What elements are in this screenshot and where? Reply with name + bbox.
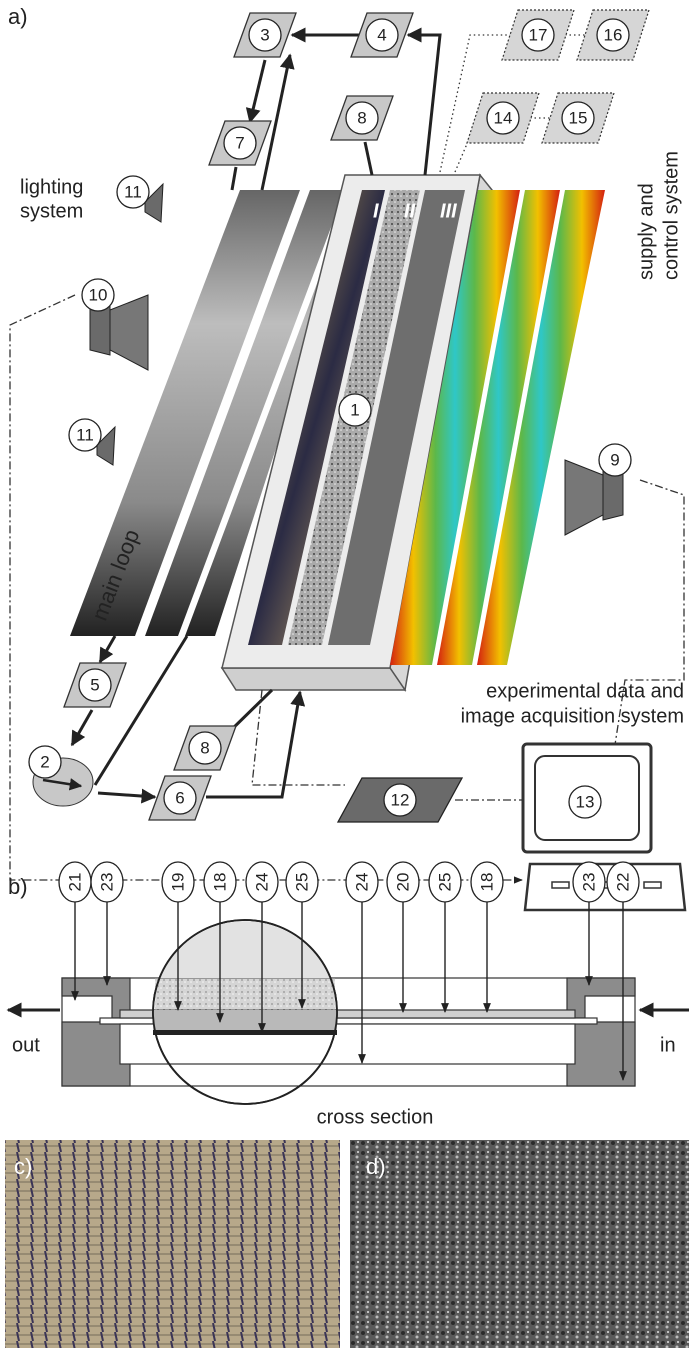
- marker-label: 24: [252, 873, 271, 892]
- node-label: 2: [40, 752, 49, 771]
- marker-label: 19: [168, 873, 187, 892]
- micrograph: [350, 1140, 689, 1348]
- marker-label: 23: [579, 873, 598, 892]
- marker-label: 24: [352, 873, 371, 892]
- node-label: 16: [604, 25, 623, 44]
- acquisition-label: experimental data and: [486, 680, 684, 702]
- marker-label: 21: [65, 873, 84, 892]
- panel-label: b): [8, 874, 28, 899]
- camera: [603, 470, 623, 520]
- node-label: 11: [76, 425, 94, 444]
- node-label: 5: [90, 675, 99, 694]
- panel-label: c): [14, 1154, 32, 1179]
- panel-label: d): [366, 1154, 386, 1179]
- out-label: out: [12, 1034, 40, 1056]
- supply-control-label: supply and: [635, 183, 657, 280]
- marker-label: 22: [613, 873, 632, 892]
- node-label: 6: [175, 788, 184, 807]
- node-label: 4: [377, 25, 386, 44]
- node-label: 14: [494, 108, 513, 127]
- micrograph: [5, 1140, 340, 1348]
- strip-label: II: [404, 200, 416, 222]
- node-label: 7: [235, 133, 244, 152]
- strip-label: III: [440, 200, 457, 222]
- marker-label: 20: [393, 873, 412, 892]
- acquisition-label: image acquisition system: [461, 705, 684, 727]
- node-label: 13: [576, 792, 595, 811]
- lighting-system-label: lighting: [20, 176, 83, 198]
- marker-label: 18: [477, 873, 496, 892]
- node-label: 12: [391, 790, 410, 809]
- cross-section-label: cross section: [317, 1106, 434, 1128]
- node-label: 11: [124, 182, 142, 201]
- node-label: 17: [529, 25, 548, 44]
- node-label: 1: [350, 400, 359, 419]
- in-label: in: [660, 1034, 676, 1056]
- strip-label: I: [373, 200, 379, 222]
- panel-label: a): [8, 4, 28, 29]
- key: [644, 882, 661, 888]
- node-label: 10: [89, 285, 108, 304]
- node-label: 15: [569, 108, 588, 127]
- key: [552, 882, 569, 888]
- camera: [110, 295, 148, 370]
- marker-label: 25: [435, 873, 454, 892]
- marker-label: 18: [210, 873, 229, 892]
- node-label: 8: [357, 108, 366, 127]
- marker-label: 23: [97, 873, 116, 892]
- cross-section: [62, 920, 635, 1104]
- camera: [565, 460, 603, 535]
- node-label: 3: [260, 25, 269, 44]
- lighting-system-label: system: [20, 200, 83, 222]
- figure: 3417168141571110111958261213 a) lighting…: [0, 0, 689, 1348]
- node-label: 9: [610, 450, 619, 469]
- camera: [90, 305, 110, 355]
- supply-control-label: control system: [660, 151, 682, 280]
- node-label: 8: [200, 738, 209, 757]
- marker-label: 25: [292, 873, 311, 892]
